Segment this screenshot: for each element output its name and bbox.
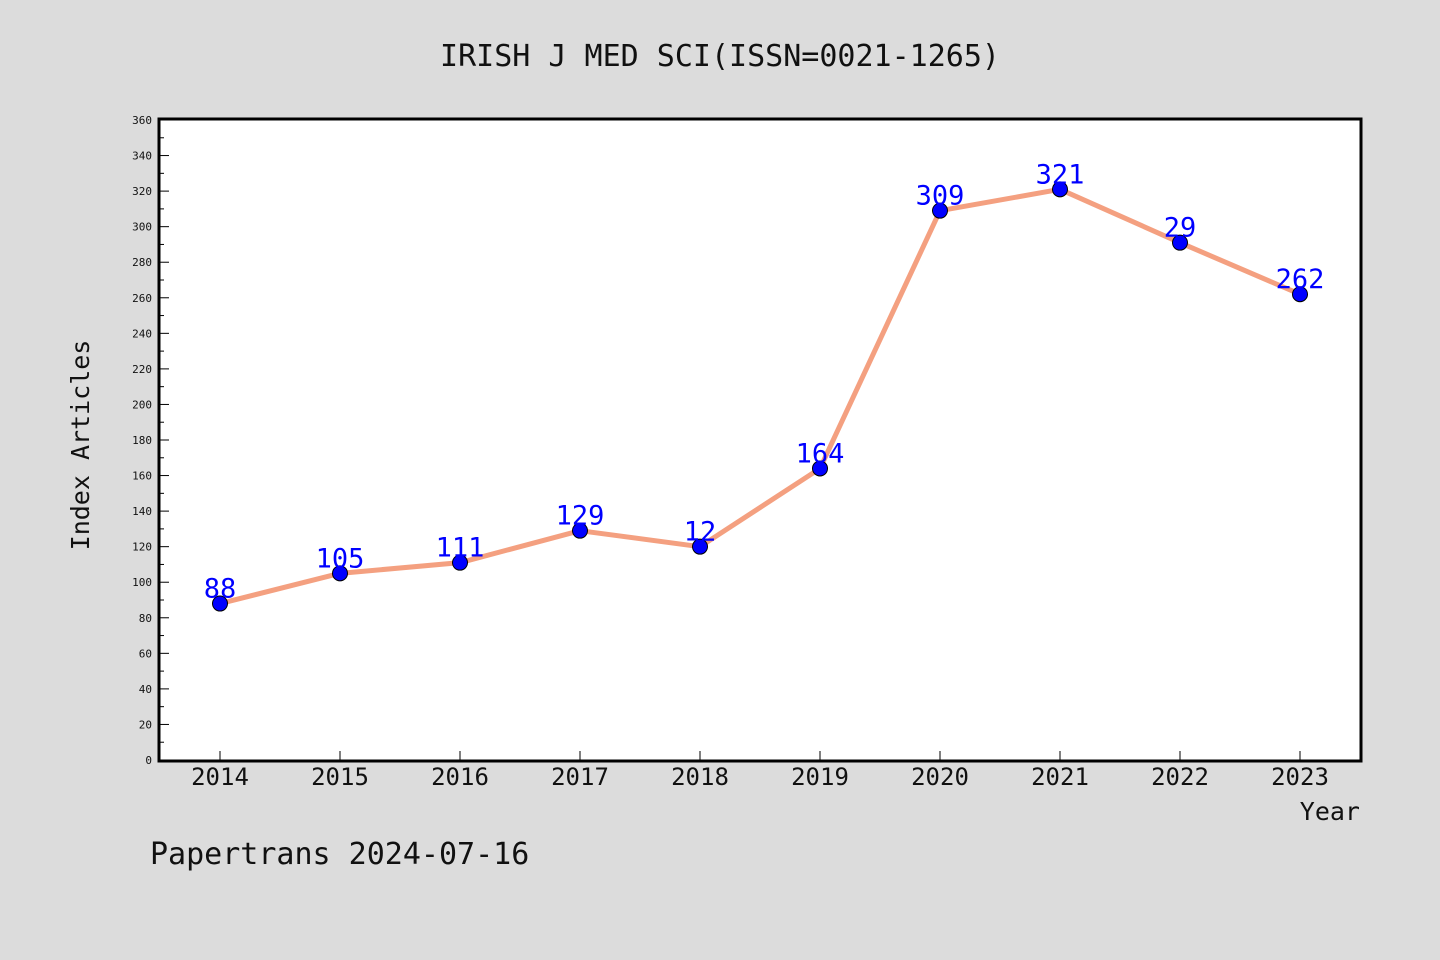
y-tick-label: 180 xyxy=(132,434,152,447)
footer-text: Papertrans 2024-07-16 xyxy=(150,837,529,872)
y-tick-label: 320 xyxy=(132,185,152,198)
x-tick-label: 2017 xyxy=(551,763,609,791)
series-line xyxy=(219,186,1301,606)
data-label: 88 xyxy=(204,574,237,605)
y-tick-label: 160 xyxy=(132,470,152,483)
data-point xyxy=(212,595,228,612)
data-point xyxy=(1172,234,1188,251)
y-tick-label: 80 xyxy=(139,612,152,625)
y-tick-label: 200 xyxy=(132,398,152,411)
x-tick-label: 2021 xyxy=(1031,763,1089,791)
data-point xyxy=(452,554,468,571)
data-point xyxy=(812,460,828,477)
x-tick-label: 2015 xyxy=(311,763,369,791)
y-tick-label: 280 xyxy=(132,256,152,269)
y-axis: 0 20 40 60 80 100 120 140 160 180 200 220 240 260 280 3… xyxy=(132,114,169,767)
y-tick-label: 300 xyxy=(132,221,152,234)
data-label: 262 xyxy=(1276,264,1325,295)
data-label: 105 xyxy=(316,543,365,574)
x-tick-label: 2016 xyxy=(431,763,489,791)
data-point xyxy=(932,202,948,219)
data-label: 111 xyxy=(436,533,485,564)
x-tick-label: 2023 xyxy=(1271,763,1329,791)
data-point xyxy=(572,522,588,539)
y-tick-label: 40 xyxy=(139,683,152,696)
x-tick-label: 2018 xyxy=(671,763,729,791)
y-tick-label: 120 xyxy=(132,541,152,554)
y-tick-label: 360 xyxy=(132,114,152,127)
y-tick-label: 240 xyxy=(132,327,152,340)
data-point xyxy=(1292,286,1308,303)
chart-title: IRISH J MED SCI(ISSN=0021-1265) xyxy=(440,39,1000,74)
data-point xyxy=(332,565,348,582)
x-tick-label: 2014 xyxy=(191,763,249,791)
y-tick-label: 340 xyxy=(132,150,152,163)
data-label: 309 xyxy=(916,181,965,212)
x-tick-label: 2020 xyxy=(911,763,969,791)
data-point xyxy=(692,538,708,555)
series: 88 105 111 129 12 164 309 321 29 262 xyxy=(204,159,1325,612)
x-axis: 2014 2015 2016 2017 2018 2019 2020 2021 2022 2023 xyxy=(191,751,1329,791)
y-tick-label: 0 xyxy=(145,754,152,767)
y-tick-label: 140 xyxy=(132,505,152,518)
data-point xyxy=(1052,181,1068,198)
y-axis-label: Index Articles xyxy=(66,340,95,551)
data-label: 29 xyxy=(1164,213,1197,244)
data-label: 321 xyxy=(1036,159,1085,190)
x-tick-label: 2022 xyxy=(1151,763,1209,791)
x-axis-label: Year xyxy=(1300,797,1360,826)
data-label: 12 xyxy=(684,517,717,548)
y-tick-label: 260 xyxy=(132,292,152,305)
data-label: 164 xyxy=(796,438,845,469)
y-tick-label: 20 xyxy=(139,718,152,731)
y-tick-label: 60 xyxy=(139,647,152,660)
y-tick-label: 220 xyxy=(132,363,152,376)
data-label: 129 xyxy=(556,501,605,532)
x-tick-label: 2019 xyxy=(791,763,849,791)
y-tick-label: 100 xyxy=(132,576,152,589)
plot-area xyxy=(157,117,1363,763)
